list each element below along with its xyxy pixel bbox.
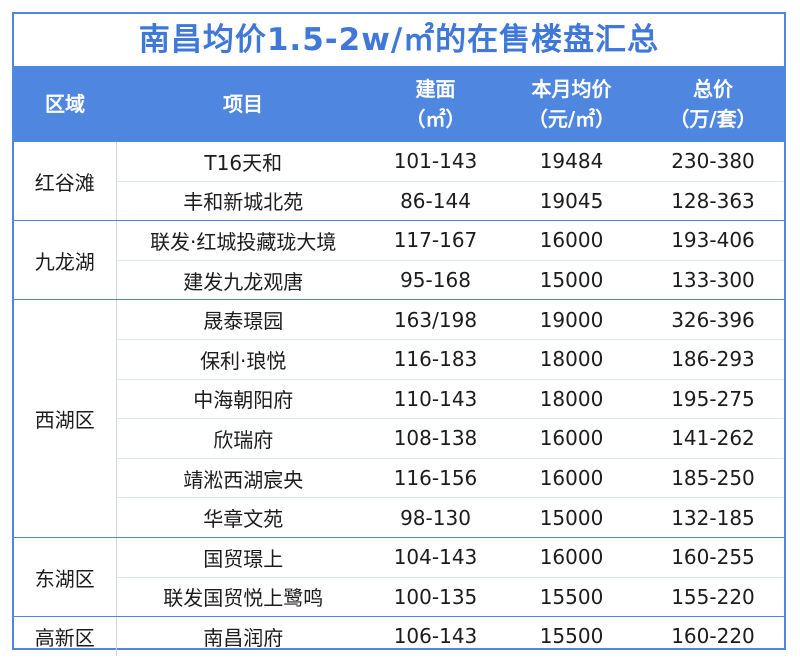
total-cell: 141-262 bbox=[642, 418, 784, 459]
project-cell: 欣瑞府 bbox=[116, 418, 370, 459]
price-cell: 18000 bbox=[501, 339, 642, 380]
price-cell: 15500 bbox=[539, 624, 604, 649]
table-row: 丰和新城北苑 86-144 19045 128-363 bbox=[14, 181, 784, 222]
total-cell: 132-185 bbox=[642, 497, 784, 538]
area-cell: 110-143 bbox=[370, 379, 501, 420]
total-cell: 186-293 bbox=[642, 339, 784, 380]
table-row: 保利·琅悦 116-183 18000 186-293 bbox=[14, 339, 784, 380]
project-cell: 华章文苑 bbox=[116, 497, 370, 538]
total-cell: 195-275 bbox=[642, 379, 784, 420]
area-cell: 86-144 bbox=[370, 181, 501, 222]
total-cell: 193-406 bbox=[642, 220, 784, 261]
header-price: 本月均价 （元/㎡） bbox=[501, 66, 642, 142]
total-cell: 230-380 bbox=[642, 142, 784, 182]
region-cell: 西湖区 bbox=[14, 299, 117, 538]
area-cell: 117-167 bbox=[370, 220, 501, 261]
price-cell: 16000 bbox=[501, 220, 642, 261]
area-cell: 116-183 bbox=[370, 339, 501, 380]
project-cell: 丰和新城北苑 bbox=[116, 181, 370, 222]
area-cell: 116-156 bbox=[370, 458, 501, 499]
table-row: 西湖区 晟泰璟园 163/198 19000 326-396 bbox=[14, 299, 784, 538]
table-row: 联发国贸悦上鹭鸣 100-135 15500 155-220 bbox=[14, 577, 784, 618]
price-cell: 19045 bbox=[501, 181, 642, 222]
table-row: 华章文苑 98-130 15000 132-185 bbox=[14, 497, 784, 538]
header-total: 总价 （万/套） bbox=[642, 66, 784, 142]
table-row: 东湖区 国贸璟上 104-143 16000 160-255 bbox=[14, 537, 784, 618]
total-cell: 326-396 bbox=[642, 299, 784, 340]
price-cell: 16000 bbox=[501, 458, 642, 499]
project-cell: 联发国贸悦上鹭鸣 bbox=[116, 577, 370, 618]
table-row: 欣瑞府 108-138 16000 141-262 bbox=[14, 418, 784, 459]
header-project: 项目 bbox=[116, 66, 370, 142]
area-cell: 106-143 bbox=[393, 624, 478, 649]
table-row: 九龙湖 联发·红城投藏珑大境 117-167 16000 193-406 bbox=[14, 220, 784, 301]
price-cell: 15500 bbox=[501, 577, 642, 618]
region-cell: 红谷滩 bbox=[14, 142, 117, 222]
header-area: 建面 （㎡） bbox=[370, 66, 501, 142]
table-header-row: 区域 项目 建面 （㎡） 本月均价 （元/㎡） 总价 （万/套） bbox=[14, 66, 784, 142]
region-cell: 九龙湖 bbox=[14, 220, 117, 301]
region-cell: 东湖区 bbox=[14, 537, 117, 618]
header-total-line2: （万/套） bbox=[669, 107, 757, 131]
header-area-line1: 建面 bbox=[415, 77, 456, 101]
header-area-line2: （㎡） bbox=[405, 107, 466, 131]
total-cell: 133-300 bbox=[642, 260, 784, 301]
project-cell: T16天和 bbox=[116, 142, 370, 182]
table-row: 中海朝阳府 110-143 18000 195-275 bbox=[14, 379, 784, 420]
project-cell: 国贸璟上 bbox=[116, 537, 370, 578]
table-row: 靖淞西湖宸央 116-156 16000 185-250 bbox=[14, 458, 784, 499]
summary-table-card: 南昌均价1.5-2w/㎡的在售楼盘汇总 区域 项目 建面 （㎡） 本月均价 （元… bbox=[12, 12, 786, 656]
header-price-line2: （元/㎡） bbox=[527, 107, 616, 131]
project-cell: 联发·红城投藏珑大境 bbox=[116, 220, 370, 261]
area-cell: 95-168 bbox=[370, 260, 501, 301]
price-cell: 19000 bbox=[501, 299, 642, 340]
project-cell: 保利·琅悦 bbox=[116, 339, 370, 380]
project-cell: 靖淞西湖宸央 bbox=[116, 458, 370, 499]
area-cell: 108-138 bbox=[370, 418, 501, 459]
project-cell: 建发九龙观唐 bbox=[116, 260, 370, 301]
page-title: 南昌均价1.5-2w/㎡的在售楼盘汇总 bbox=[138, 22, 660, 58]
total-cell: 160-255 bbox=[642, 537, 784, 578]
total-cell: 160-220 bbox=[671, 624, 755, 649]
total-cell: 128-363 bbox=[642, 181, 784, 222]
project-cell: 南昌润府 bbox=[203, 625, 284, 650]
table-row: 高新区 南昌润府 106-143 15500 160-220 bbox=[14, 616, 784, 656]
header-total-line1: 总价 bbox=[693, 77, 733, 101]
area-cell: 163/198 bbox=[370, 299, 501, 340]
price-cell: 19484 bbox=[501, 142, 642, 182]
table-row: 红谷滩 T16天和 101-143 19484 230-380 bbox=[14, 142, 784, 222]
header-price-line1: 本月均价 bbox=[531, 77, 612, 101]
projects-table: 区域 项目 建面 （㎡） 本月均价 （元/㎡） 总价 （万/套） 红谷滩 T bbox=[14, 66, 784, 656]
total-cell: 185-250 bbox=[642, 458, 784, 499]
table-row: 建发九龙观唐 95-168 15000 133-300 bbox=[14, 260, 784, 301]
project-cell: 中海朝阳府 bbox=[116, 379, 370, 420]
project-cell: 晟泰璟园 bbox=[116, 299, 370, 340]
price-cell: 15000 bbox=[501, 497, 642, 538]
area-cell: 104-143 bbox=[370, 537, 501, 578]
area-cell: 98-130 bbox=[370, 497, 501, 538]
price-cell: 18000 bbox=[501, 379, 642, 420]
price-cell: 16000 bbox=[501, 418, 642, 459]
area-cell: 101-143 bbox=[370, 142, 501, 182]
price-cell: 16000 bbox=[501, 537, 642, 578]
area-cell: 100-135 bbox=[370, 577, 501, 618]
region-cell: 高新区 bbox=[14, 616, 117, 656]
header-region: 区域 bbox=[14, 66, 116, 142]
price-cell: 15000 bbox=[501, 260, 642, 301]
total-cell: 155-220 bbox=[642, 577, 784, 618]
